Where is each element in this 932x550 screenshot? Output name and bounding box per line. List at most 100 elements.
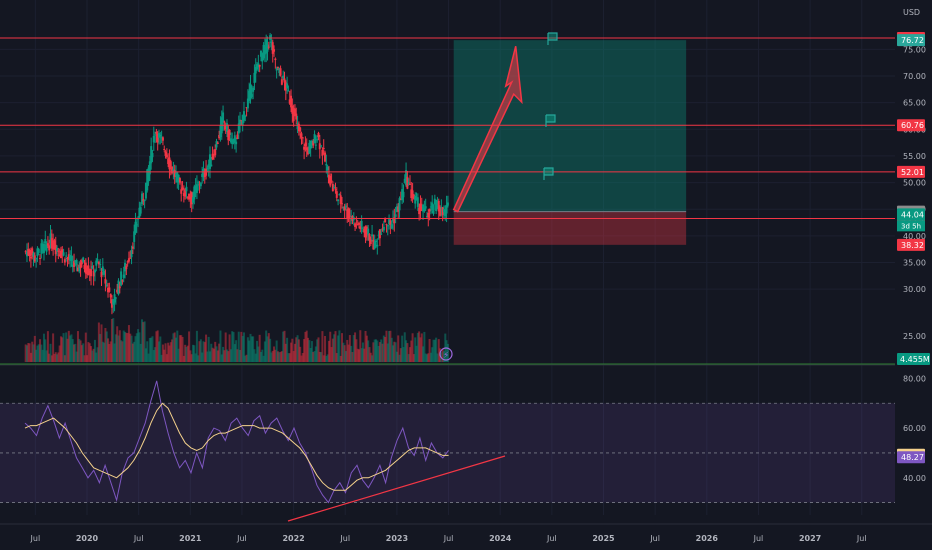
price-tick-label: 40.00 (903, 232, 926, 241)
candle-body (114, 297, 117, 299)
volume-bar (161, 344, 164, 362)
volume-bar (127, 325, 130, 362)
volume-bar (282, 331, 285, 362)
candle-body (190, 192, 193, 205)
volume-bar (154, 347, 157, 362)
candle-body (97, 261, 100, 265)
volume-bar (78, 338, 81, 362)
candle-body (440, 207, 443, 209)
volume-bars: ⚡ (0, 318, 895, 365)
price-tick-label: 30.00 (903, 285, 926, 294)
price-label-badge (897, 208, 925, 221)
candle-body (300, 133, 303, 138)
volume-bar (131, 343, 134, 362)
price-label-badge (897, 119, 925, 132)
volume-bar (169, 342, 172, 362)
volume-bar (182, 355, 185, 362)
candle-body (216, 142, 219, 144)
candle-body (331, 184, 334, 192)
candle-body (107, 287, 110, 293)
candle-body (363, 228, 366, 233)
volume-bar (42, 333, 45, 362)
horizontal-levels[interactable] (0, 37, 895, 220)
rsi-label-text: 48.27 (901, 453, 924, 462)
volume-bar (139, 343, 142, 362)
candle-body (171, 166, 174, 174)
volume-bar (273, 346, 276, 362)
candle-body (290, 95, 293, 108)
flag-markers (543, 32, 558, 180)
volume-bar (138, 332, 141, 362)
candle-body (358, 223, 361, 225)
volume-bar (82, 343, 85, 362)
time-tick-label: 2026 (696, 534, 719, 543)
volume-bar (279, 351, 282, 362)
volume-bar (307, 337, 310, 362)
volume-bar (324, 336, 327, 362)
candle-body (61, 249, 64, 254)
candle-body (360, 220, 363, 227)
candle-body (154, 134, 157, 136)
volume-bar (358, 349, 361, 362)
volume-bar (224, 332, 227, 362)
volume-bar (326, 354, 329, 362)
candle-body (138, 207, 141, 218)
candle-body (105, 284, 108, 286)
volume-bar (143, 321, 146, 362)
candle-body (50, 238, 53, 249)
candle-body (252, 87, 255, 92)
volume-bar (410, 340, 413, 362)
volume-bar (76, 331, 79, 362)
volume-bar (286, 337, 289, 362)
volume-bar (229, 349, 232, 362)
volume-bar (403, 332, 406, 362)
volume-bar (190, 354, 193, 362)
candle-body (134, 221, 137, 233)
candle-body (337, 199, 340, 202)
volume-bar (32, 344, 35, 362)
price-label-text: 60.76 (901, 121, 924, 130)
candle-body (262, 44, 265, 59)
candle-body (297, 123, 300, 132)
candle-body (305, 147, 308, 150)
candle-body (185, 186, 188, 192)
volume-bar (222, 346, 225, 362)
candle-body (169, 161, 172, 167)
candle-body (350, 219, 353, 221)
candle-body (27, 248, 30, 256)
candle-body (93, 270, 96, 273)
candle-body (79, 262, 82, 269)
candle-body (256, 64, 259, 70)
candle-body (371, 234, 374, 237)
volume-bar (188, 331, 191, 362)
candle-body (95, 260, 98, 266)
volume-bar (210, 343, 213, 362)
candle-body (121, 280, 124, 282)
volume-bar (184, 344, 187, 362)
volume-bar (292, 351, 295, 362)
candle-body (385, 224, 388, 226)
volume-bar (275, 340, 278, 362)
candle-body (258, 64, 261, 67)
candle-body (335, 191, 338, 198)
volume-bar (393, 341, 396, 362)
volume-bar (402, 347, 405, 362)
countdown-text: 3d 5h (901, 222, 921, 230)
target-arrow[interactable] (452, 45, 523, 213)
candle-body (75, 260, 78, 265)
volume-bar (233, 344, 236, 362)
volume-bar (380, 339, 383, 362)
volume-bar (193, 345, 196, 362)
volume-bar (147, 353, 150, 362)
volume-bar (432, 339, 435, 362)
volume-bar (223, 350, 226, 362)
volume-bar (97, 322, 100, 362)
price-tick-label: 70.00 (903, 72, 926, 81)
volume-bar (301, 353, 304, 362)
candle-body (310, 140, 313, 146)
volume-bar (135, 333, 138, 362)
candle-body (53, 240, 56, 250)
price-tick-label: 55.00 (903, 152, 926, 161)
volume-bar (113, 343, 116, 362)
